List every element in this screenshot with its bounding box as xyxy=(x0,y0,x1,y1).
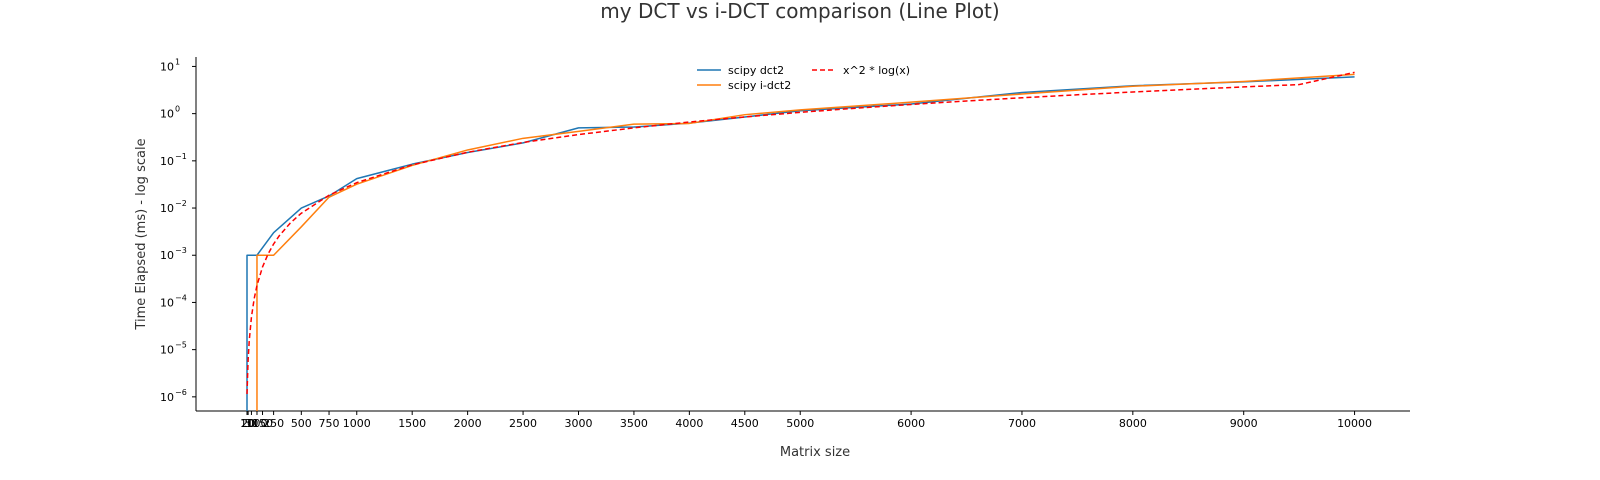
x-tick-label: 5000 xyxy=(786,417,814,430)
x-tick-label: 1000 xyxy=(343,417,371,430)
series-line-2 xyxy=(246,71,1355,395)
y-tick-exponent: −4 xyxy=(175,293,187,302)
x-tick-label: 750 xyxy=(319,417,340,430)
y-tick-exponent: −1 xyxy=(175,152,187,161)
x-tick-label: 3500 xyxy=(620,417,648,430)
x-tick-label: 6000 xyxy=(897,417,925,430)
x-tick-label: 1500 xyxy=(398,417,426,430)
x-axis-label: Matrix size xyxy=(780,445,850,460)
x-tick-label: 4500 xyxy=(731,417,759,430)
y-tick-label: 10 xyxy=(160,155,174,168)
plot-lines xyxy=(246,71,1355,411)
x-tick-label: 2000 xyxy=(454,417,482,430)
legend: scipy dct2 scipy i-dct2 x^2 * log(x) xyxy=(697,64,910,92)
x-tick-label: 150 xyxy=(252,417,273,430)
y-tick-label: 10 xyxy=(160,249,174,262)
x-tick-label: 100 xyxy=(246,417,267,430)
x-tick-label: 7000 xyxy=(1008,417,1036,430)
y-tick-label: 10 xyxy=(160,391,174,404)
legend-label-2: x^2 * log(x) xyxy=(843,64,910,77)
y-tick-label: 10 xyxy=(160,202,174,215)
series-line-1 xyxy=(256,73,1355,411)
y-tick-exponent: −3 xyxy=(175,246,187,255)
y-axis-label: Time Elapsed (ms) - log scale xyxy=(134,138,149,330)
y-tick-label: 10 xyxy=(160,344,174,357)
x-tick-label: 2500 xyxy=(509,417,537,430)
y-tick-label: 10 xyxy=(160,108,174,121)
y-tick-exponent: 1 xyxy=(175,57,180,66)
x-tick-label: 9000 xyxy=(1230,417,1258,430)
x-tick-label: 500 xyxy=(291,417,312,430)
y-tick-exponent: −5 xyxy=(175,341,187,350)
x-tick-label: 10000 xyxy=(1337,417,1372,430)
y-tick-label: 10 xyxy=(160,60,174,73)
y-tick-exponent: 0 xyxy=(175,105,180,114)
x-tick-label: 10 xyxy=(240,417,254,430)
x-tick-label: 3000 xyxy=(564,417,592,430)
x-tick-label: 4000 xyxy=(675,417,703,430)
x-tick-label: 8000 xyxy=(1119,417,1147,430)
y-tick-label: 10 xyxy=(160,296,174,309)
x-tick-label: 250 xyxy=(263,417,284,430)
legend-label-1: scipy i-dct2 xyxy=(728,79,791,92)
series-line-0 xyxy=(246,76,1355,411)
legend-label-0: scipy dct2 xyxy=(728,64,784,77)
y-tick-exponent: −6 xyxy=(175,388,187,397)
x-tick-label: 20 xyxy=(241,417,255,430)
y-tick-exponent: −2 xyxy=(175,199,187,208)
chart-title: my DCT vs i-DCT comparison (Line Plot) xyxy=(600,0,999,23)
x-tick-label: 50 xyxy=(244,417,258,430)
